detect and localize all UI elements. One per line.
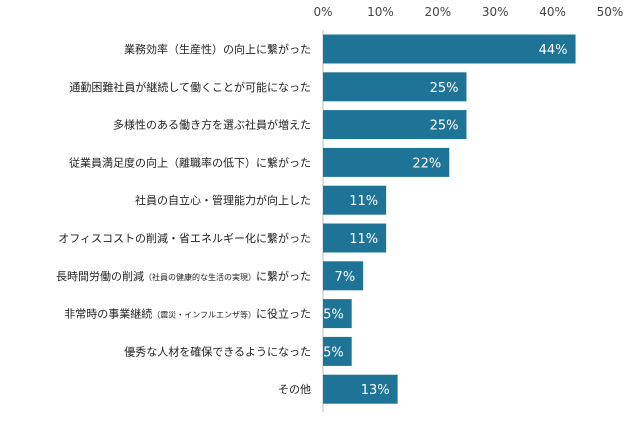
x-tick-label: 0% xyxy=(313,5,332,19)
category-label-note: （震災・インフルエンザ等） xyxy=(152,310,256,320)
category-label-main: 従業員満足度の向上（離職率の低下）に繋がった xyxy=(69,155,311,169)
category-label: 従業員満足度の向上（離職率の低下）に繋がった xyxy=(69,155,311,169)
category-label-main: 非常時の事業継続 xyxy=(64,307,152,321)
data-label: 5% xyxy=(323,308,344,323)
data-label: 25% xyxy=(430,81,459,96)
bar xyxy=(323,185,387,215)
bar xyxy=(323,261,364,291)
category-label: 多様性のある働き方を選ぶ社員が増えた xyxy=(113,118,311,132)
x-tick-label: 20% xyxy=(424,5,451,19)
value-labels: 44% 25% 25% 22% 11% 11% 7% 5% 5% 13% xyxy=(323,43,567,398)
data-label: 44% xyxy=(539,43,568,58)
bar xyxy=(323,110,467,140)
category-label-main: 通勤困難社員が継続して働くことが可能になった xyxy=(69,80,311,94)
x-axis-ticks: 0% 10% 20% 30% 40% 50% xyxy=(313,5,623,19)
bar-series xyxy=(323,34,576,404)
bar xyxy=(323,374,398,404)
bar xyxy=(323,299,352,329)
bar xyxy=(323,336,352,366)
x-tick-label: 10% xyxy=(367,5,394,19)
category-label-main: 多様性のある働き方を選ぶ社員が増えた xyxy=(113,118,311,132)
category-label-main: 社員の自立心・管理能力が向上した xyxy=(135,193,311,207)
category-label: オフィスコストの削減・省エネルギー化に繋がった xyxy=(58,231,311,245)
category-label: 社員の自立心・管理能力が向上した xyxy=(135,193,311,207)
category-label: 非常時の事業継続（震災・インフルエンザ等）に役立った xyxy=(64,307,311,321)
category-label-suffix: に役立った xyxy=(256,307,311,321)
category-label: 優秀な人材を確保できるようになった xyxy=(124,344,311,358)
category-label: 長時間労働の削減（社員の健康的な生活の実現）に繋がった xyxy=(56,269,311,283)
data-label: 13% xyxy=(361,383,390,398)
bar xyxy=(323,147,450,177)
bar xyxy=(323,72,467,102)
x-tick-label: 40% xyxy=(539,5,566,19)
x-tick-label: 50% xyxy=(597,5,624,19)
category-labels: 業務効率（生産性）の向上に繋がった通勤困難社員が継続して働くことが可能になった多… xyxy=(56,42,311,396)
bar xyxy=(323,223,387,253)
x-tick-label: 30% xyxy=(482,5,509,19)
category-label: その他 xyxy=(278,383,311,396)
data-label: 5% xyxy=(323,345,344,360)
category-label-suffix: に繋がった xyxy=(256,269,311,283)
category-label: 通勤困難社員が継続して働くことが可能になった xyxy=(69,80,311,94)
category-label-main: 長時間労働の削減 xyxy=(56,269,144,283)
category-label-note: （社員の健康的な生活の実現） xyxy=(144,272,256,282)
data-label: 11% xyxy=(349,194,378,209)
data-label: 7% xyxy=(335,270,356,285)
bar xyxy=(323,34,576,64)
category-label-main: オフィスコストの削減・省エネルギー化に繋がった xyxy=(58,231,311,245)
category-label-main: その他 xyxy=(278,383,311,396)
data-label: 11% xyxy=(349,232,378,247)
category-label-main: 業務効率（生産性）の向上に繋がった xyxy=(124,42,311,56)
data-label: 22% xyxy=(412,156,441,171)
data-label: 25% xyxy=(430,119,459,134)
category-label: 業務効率（生産性）の向上に繋がった xyxy=(124,42,311,56)
category-label-main: 優秀な人材を確保できるようになった xyxy=(124,344,311,358)
